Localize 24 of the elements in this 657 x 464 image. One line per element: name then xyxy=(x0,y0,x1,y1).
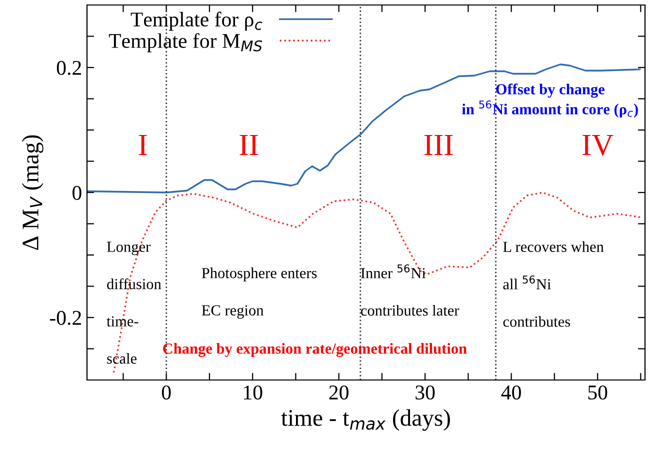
line-series xyxy=(87,64,641,194)
x-tick-label: 10 xyxy=(244,385,262,400)
text: Offset by change in $^{56}$Ni amount in core (ρ$_{c}$) xyxy=(462,84,638,118)
y-axis-title: Δ M$_{V}$ (mag) xyxy=(22,135,44,250)
annotation: III xyxy=(424,134,453,155)
legend-label: Template for M$_{MS}$ xyxy=(108,33,262,52)
y-tick-label: 0.2 xyxy=(56,60,81,76)
x-tick-label: 0 xyxy=(162,385,171,400)
annotation: I xyxy=(138,134,147,155)
y-tick-label: 0 xyxy=(72,186,82,200)
y-tick-label: -0.2 xyxy=(50,310,81,326)
text: L recovers when all $^{56}$Ni contributes xyxy=(503,241,604,327)
x-tick-label: 40 xyxy=(501,385,521,400)
text: Inner $^{56}$Ni contributes later xyxy=(360,264,460,316)
annotation: IV xyxy=(582,134,614,156)
legend-label: Template for ρ$_{c}$ xyxy=(130,12,262,31)
x-tick-label: 50 xyxy=(588,385,608,400)
x-tick-label: 30 xyxy=(416,385,435,400)
annotation: II xyxy=(240,134,258,155)
text: Photosphere enters EC region xyxy=(202,268,317,319)
x-tick-label: 20 xyxy=(329,385,348,400)
text: Longer diffusion time- scale xyxy=(106,242,162,364)
annotation: Change by expansion rate/geometrical dilution xyxy=(163,343,467,357)
x-axis-title: time - t$_{max}$ (days) xyxy=(281,409,450,431)
